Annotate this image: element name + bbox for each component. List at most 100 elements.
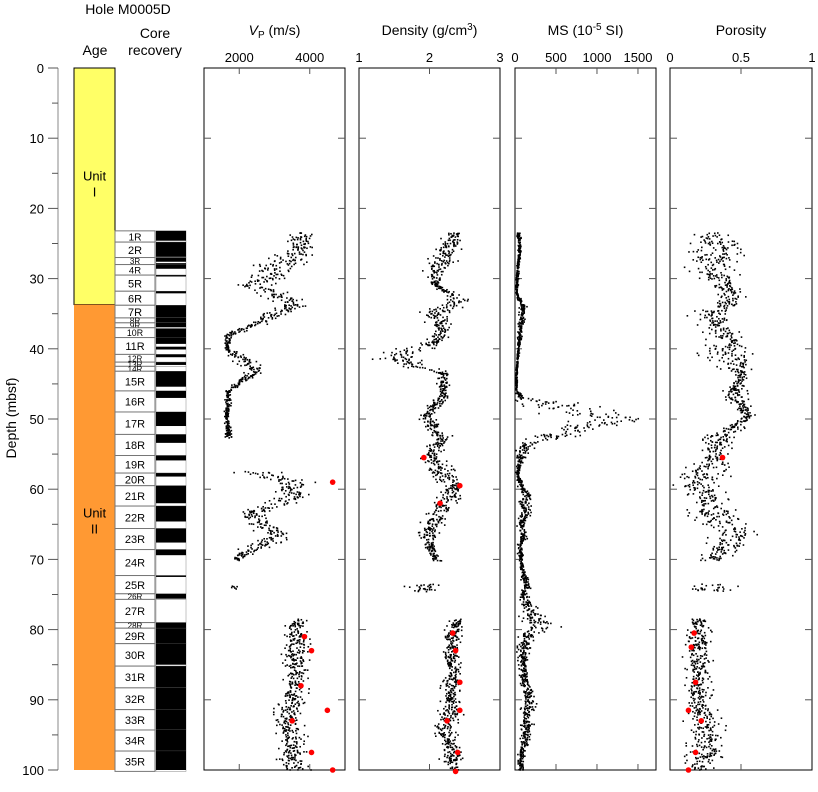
data-point bbox=[287, 751, 290, 754]
data-point bbox=[446, 298, 449, 301]
data-point bbox=[427, 585, 429, 588]
data-point bbox=[443, 504, 446, 507]
data-point bbox=[423, 535, 426, 538]
data-point bbox=[254, 321, 257, 324]
data-point bbox=[289, 626, 291, 628]
data-point bbox=[541, 627, 544, 630]
panel-frame bbox=[203, 67, 346, 771]
data-point bbox=[526, 680, 529, 683]
core-label: 4R bbox=[129, 265, 141, 276]
data-point bbox=[439, 700, 442, 703]
data-point bbox=[425, 543, 427, 546]
data-point bbox=[524, 318, 526, 321]
data-point bbox=[442, 387, 444, 390]
data-point bbox=[423, 527, 426, 530]
data-point bbox=[444, 386, 446, 389]
data-point bbox=[296, 303, 299, 306]
data-point bbox=[435, 453, 438, 456]
data-point bbox=[290, 754, 293, 757]
data-point bbox=[457, 769, 460, 771]
data-point bbox=[518, 299, 520, 302]
data-point bbox=[520, 551, 522, 553]
data-point bbox=[258, 263, 261, 266]
data-point bbox=[431, 452, 434, 455]
data-point bbox=[283, 503, 286, 505]
data-point bbox=[281, 708, 283, 711]
data-point bbox=[521, 449, 524, 451]
core-recovery-header-line1: Core bbox=[140, 25, 171, 41]
data-point bbox=[528, 693, 530, 695]
data-point bbox=[523, 607, 526, 609]
data-point bbox=[522, 634, 525, 636]
data-point bbox=[286, 755, 288, 757]
data-point bbox=[276, 315, 279, 317]
data-point bbox=[395, 347, 397, 350]
data-point bbox=[299, 238, 302, 241]
data-point bbox=[430, 265, 433, 268]
data-point bbox=[457, 233, 459, 236]
data-point bbox=[449, 304, 452, 307]
data-point bbox=[226, 333, 229, 336]
data-point bbox=[285, 260, 287, 263]
recovered-interval bbox=[156, 322, 186, 328]
data-point bbox=[521, 542, 523, 545]
data-point bbox=[230, 436, 233, 438]
data-point bbox=[528, 600, 530, 603]
discrete-sample-point bbox=[324, 707, 331, 714]
data-point bbox=[402, 365, 405, 368]
data-point bbox=[456, 766, 459, 769]
data-point bbox=[518, 260, 520, 262]
core-label: 17R bbox=[125, 418, 145, 430]
data-point bbox=[516, 456, 518, 459]
data-point bbox=[294, 484, 297, 486]
data-point bbox=[420, 359, 423, 362]
data-point bbox=[288, 498, 290, 501]
data-point bbox=[527, 692, 529, 694]
data-point bbox=[290, 633, 293, 635]
data-point bbox=[433, 335, 435, 338]
data-point bbox=[448, 759, 451, 761]
data-point bbox=[262, 505, 264, 508]
data-point bbox=[466, 300, 469, 302]
data-point bbox=[302, 305, 304, 308]
data-point bbox=[287, 487, 290, 490]
data-point bbox=[461, 626, 463, 628]
data-point bbox=[237, 548, 240, 551]
data-point bbox=[294, 697, 297, 700]
data-point bbox=[528, 586, 530, 589]
data-point bbox=[444, 389, 447, 392]
data-point bbox=[227, 415, 230, 418]
data-point bbox=[450, 465, 453, 467]
data-point bbox=[520, 578, 522, 581]
data-point bbox=[399, 350, 402, 353]
data-point bbox=[442, 437, 444, 439]
data-point bbox=[226, 423, 229, 425]
data-point bbox=[439, 472, 442, 474]
data-point bbox=[516, 270, 519, 272]
data-point bbox=[289, 267, 292, 270]
data-point bbox=[449, 734, 451, 737]
data-point bbox=[521, 501, 524, 504]
data-point bbox=[441, 517, 444, 520]
data-point bbox=[446, 746, 448, 749]
data-point bbox=[251, 375, 254, 377]
data-point bbox=[523, 657, 526, 660]
data-point bbox=[520, 707, 523, 709]
data-point bbox=[576, 410, 579, 412]
data-point bbox=[442, 479, 445, 481]
data-point bbox=[518, 468, 521, 471]
data-point bbox=[291, 658, 293, 661]
data-point bbox=[444, 491, 447, 494]
data-point bbox=[528, 696, 530, 699]
data-point bbox=[454, 691, 456, 694]
data-point bbox=[736, 242, 739, 245]
data-point bbox=[516, 293, 518, 296]
y-tick-label: 80 bbox=[30, 623, 44, 638]
data-point bbox=[525, 717, 528, 720]
data-point bbox=[527, 513, 530, 515]
data-point bbox=[451, 761, 454, 764]
data-point bbox=[449, 729, 451, 732]
data-point bbox=[590, 415, 593, 417]
data-point bbox=[446, 242, 449, 245]
data-point bbox=[519, 253, 521, 255]
